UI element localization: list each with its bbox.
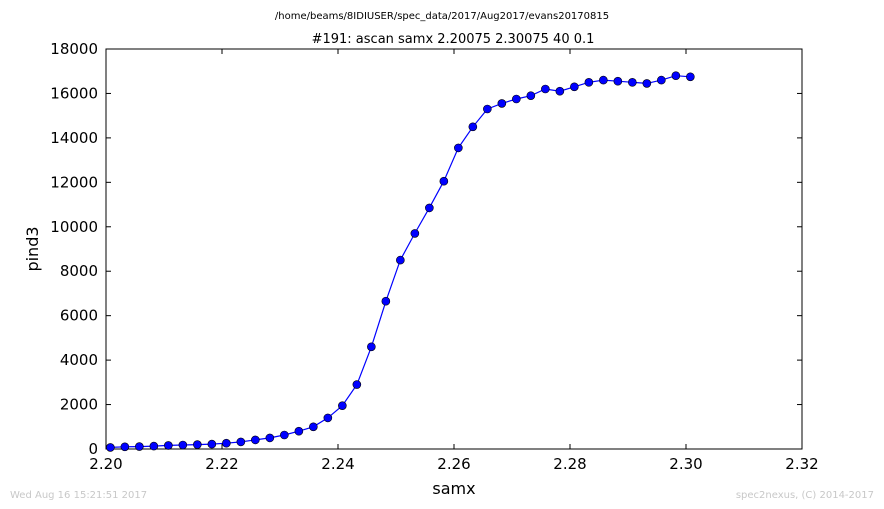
x-tick-label: 2.26 [437,455,470,473]
data-point [468,122,478,132]
chart-title: #191: ascan samx 2.20075 2.30075 40 0.1 [312,32,595,47]
data-point [309,422,318,432]
data-point [381,296,391,306]
data-point [294,426,304,436]
data-point [497,99,507,108]
data-point [657,75,666,85]
footer-credit: spec2nexus, (C) 2014-2017 [736,490,874,501]
y-tick-label: 14000 [50,129,98,147]
data-point [338,401,347,410]
data-point [251,435,260,445]
footer-timestamp: Wed Aug 16 15:21:51 2017 [10,490,147,501]
x-tick-label: 2.32 [785,455,818,473]
x-tick-label: 2.24 [321,455,354,473]
data-point [425,203,434,213]
data-point [106,443,115,452]
data-point [671,71,681,80]
data-point [686,72,695,82]
y-axis-label: pind3 [23,226,42,271]
data-point [222,438,231,448]
y-axis-ticks: 0 2000 4000 6000 8000 10000 12000 14000 16000 180… [50,40,802,458]
data-point [164,441,173,450]
x-axis-label: samx [432,479,475,498]
series-markers [106,71,695,452]
suptitle: /home/beams/8IDIUSER/spec_data/2017/Aug2… [275,11,609,22]
y-tick-label: 6000 [60,307,98,325]
data-point [280,430,289,440]
x-axis-ticks: 2.20 2.22 2.24 2.26 2.28 2.30 2.32 [89,49,819,473]
y-tick-label: 18000 [50,40,98,58]
data-point [439,176,449,186]
data-point [541,84,550,94]
data-point [512,94,521,104]
y-tick-label: 10000 [50,218,98,236]
data-point [120,442,130,452]
data-point [178,440,188,450]
data-point [555,86,565,96]
x-tick-label: 2.30 [669,455,702,473]
data-point [396,255,405,265]
y-tick-label: 8000 [60,262,98,280]
x-tick-label: 2.28 [553,455,586,473]
data-point [193,440,202,449]
y-tick-label: 16000 [50,84,98,102]
x-tick-label: 2.22 [205,455,238,473]
data-point [642,79,652,88]
data-point [367,342,376,352]
y-tick-label: 4000 [60,351,98,369]
data-point [570,82,579,92]
data-point [526,91,536,100]
data-point [599,75,608,85]
data-point [584,78,594,87]
data-point [628,78,637,87]
data-point [149,441,159,451]
data-point [135,442,144,451]
x-tick-label: 2.20 [89,455,122,473]
data-point [613,76,623,86]
data-point [265,433,275,443]
data-point [410,229,420,238]
plot-area [105,48,803,450]
data-point [483,104,492,114]
y-tick-label: 2000 [60,396,98,414]
data-point [323,413,333,423]
data-point [352,380,362,389]
data-point [454,143,463,153]
y-tick-label: 12000 [50,173,98,191]
data-point [207,439,217,449]
data-point [236,437,246,447]
y-tick-label: 0 [88,440,98,458]
